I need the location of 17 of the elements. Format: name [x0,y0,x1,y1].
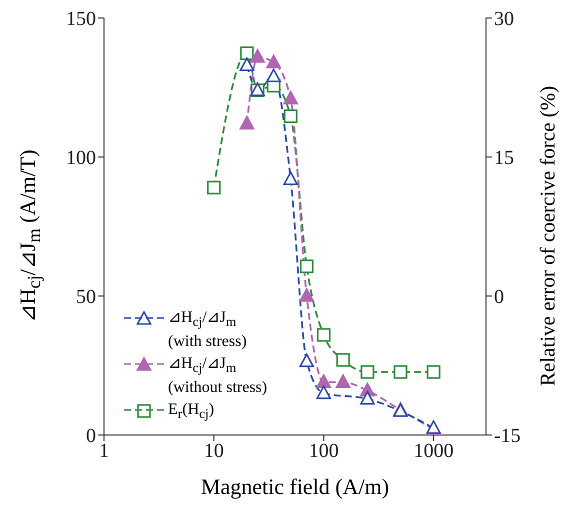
y2-tick-label: 0 [494,286,504,308]
x-tick-label: 100 [308,440,339,462]
x-axis-title: Magnetic field (A/m) [200,474,390,500]
y-tick-label: 150 [66,8,96,30]
x-tick-label: 1 [99,440,109,462]
legend-label: ⊿H$_{cj}$/⊿J$_{m}$ (with stress) [168,308,248,352]
y-tick-label: 50 [76,286,96,308]
legend-label: ⊿H$_{cj}$/⊿J$_{m}$ (without stress) [168,354,268,398]
y2-axis-title: Relative error of coercive force (%) [536,86,560,386]
y2-tick-label: 15 [494,147,514,170]
y-tick-label: 0 [86,425,96,448]
y-tick-label: 100 [66,147,96,170]
x-tick-label: 10 [204,440,224,462]
x-tick-label: 1000 [414,440,454,462]
y2-tick-label: -15 [494,425,521,448]
y2-tick-label: 30 [494,8,514,30]
legend-label: E$_{r}$(H$_{cj}$) [168,400,216,424]
